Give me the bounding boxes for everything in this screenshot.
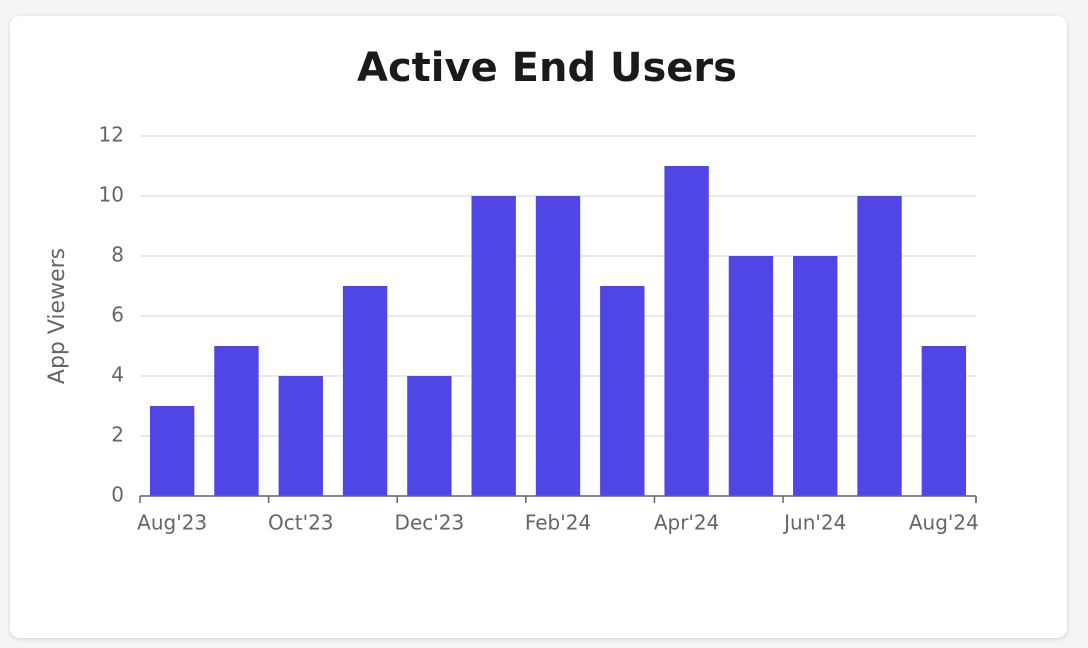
bar xyxy=(471,196,516,496)
chart-title: Active End Users xyxy=(357,45,737,91)
y-tick-label: 6 xyxy=(111,303,124,327)
y-axis-label: App Viewers xyxy=(45,248,70,384)
y-tick-label: 4 xyxy=(111,363,124,387)
bar xyxy=(921,346,967,496)
bar xyxy=(728,256,774,496)
x-tick-label: Feb'24 xyxy=(525,511,591,535)
x-tick-label: Aug'23 xyxy=(137,511,207,535)
x-tick-label: Oct'23 xyxy=(268,511,334,535)
bar xyxy=(342,286,388,496)
bar xyxy=(600,286,645,496)
y-tick-label: 8 xyxy=(111,243,124,267)
y-tick-label: 0 xyxy=(111,483,124,507)
x-tick-label: Dec'23 xyxy=(395,511,465,535)
y-tick-label: 2 xyxy=(111,423,124,447)
bar xyxy=(407,376,452,496)
bar xyxy=(664,166,709,496)
bar xyxy=(793,256,838,496)
y-tick-label: 12 xyxy=(99,123,124,147)
x-tick-label: Aug'24 xyxy=(909,511,979,535)
x-tick-label: Jun'24 xyxy=(782,511,846,535)
bar xyxy=(149,406,195,496)
x-tick-label: Apr'24 xyxy=(654,511,720,535)
bar xyxy=(214,346,259,496)
bar xyxy=(278,376,323,496)
y-tick-label: 10 xyxy=(99,183,124,207)
bar xyxy=(857,196,902,496)
bar xyxy=(535,196,581,496)
